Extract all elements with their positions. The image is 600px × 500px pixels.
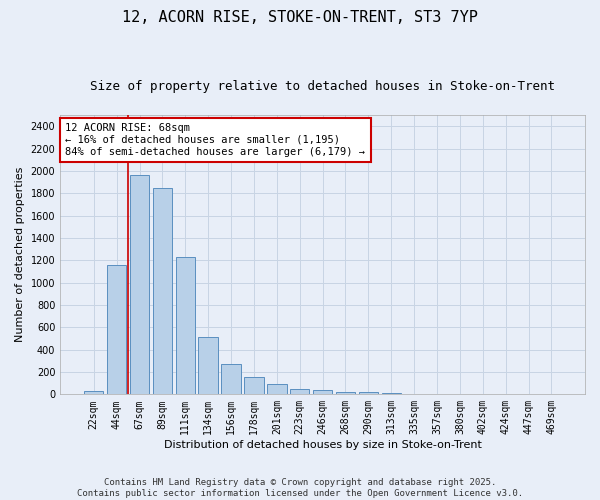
X-axis label: Distribution of detached houses by size in Stoke-on-Trent: Distribution of detached houses by size … [164, 440, 482, 450]
Bar [176, 257, 195, 394]
Bar [152, 188, 172, 394]
Bar [313, 390, 332, 394]
Text: 12, ACORN RISE, STOKE-ON-TRENT, ST3 7YP: 12, ACORN RISE, STOKE-ON-TRENT, ST3 7YP [122, 10, 478, 25]
Bar [130, 176, 149, 394]
Bar [107, 264, 127, 394]
Bar [290, 388, 310, 394]
Bar [199, 337, 218, 394]
Text: Contains HM Land Registry data © Crown copyright and database right 2025.
Contai: Contains HM Land Registry data © Crown c… [77, 478, 523, 498]
Title: Size of property relative to detached houses in Stoke-on-Trent: Size of property relative to detached ho… [90, 80, 555, 93]
Bar [359, 392, 378, 394]
Text: 12 ACORN RISE: 68sqm
← 16% of detached houses are smaller (1,195)
84% of semi-de: 12 ACORN RISE: 68sqm ← 16% of detached h… [65, 124, 365, 156]
Bar [84, 391, 103, 394]
Bar [221, 364, 241, 394]
Bar [336, 392, 355, 394]
Bar [244, 377, 263, 394]
Bar [267, 384, 287, 394]
Y-axis label: Number of detached properties: Number of detached properties [15, 167, 25, 342]
